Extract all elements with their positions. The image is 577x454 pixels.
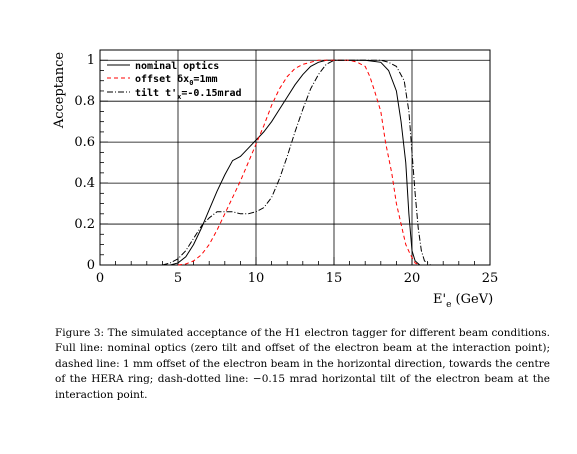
x-axis-label-main: E' <box>433 292 446 307</box>
legend: nominal optics offset δx0=1mm tilt t'x=-… <box>107 60 242 101</box>
acceptance-chart: 0 5 10 15 20 25 0 0.2 0.4 0.6 0.8 1 Acceptance E'e… <box>52 49 498 310</box>
x-tick-label: 20 <box>404 271 421 286</box>
legend-label-tilt: tilt t'x=-0.15mrad <box>135 87 242 101</box>
x-tick-label: 25 <box>482 271 499 286</box>
figure-caption: Figure 3: The simulated acceptance of th… <box>55 327 550 401</box>
x-tick-label: 15 <box>326 271 343 286</box>
x-tick-label: 5 <box>174 271 182 286</box>
x-axis-label-unit: (GeV) <box>451 292 493 307</box>
series-layer <box>162 59 431 266</box>
y-tick-labels: 0 0.2 0.4 0.6 0.8 1 <box>74 53 95 273</box>
y-axis-label: Acceptance <box>52 52 67 130</box>
series-line-1 <box>177 59 421 266</box>
x-axis-label-sub: e <box>446 300 451 310</box>
grid-lines <box>100 50 490 265</box>
y-tick-label: 0.4 <box>74 176 95 191</box>
legend-label-offset: offset δx0=1mm <box>135 74 218 87</box>
y-tick-label: 0.2 <box>74 217 95 232</box>
plot-frame <box>99 49 491 266</box>
y-tick-label: 0.6 <box>74 135 95 150</box>
y-tick-label: 0 <box>87 258 95 273</box>
series-line-2 <box>162 59 431 266</box>
minor-ticks <box>99 59 491 266</box>
x-axis-label: E'e (GeV) <box>433 292 493 310</box>
x-tick-labels: 0 5 10 15 20 25 <box>96 271 498 286</box>
series-line-0 <box>170 59 421 266</box>
y-tick-label: 1 <box>87 53 95 68</box>
y-tick-label: 0.8 <box>74 94 95 109</box>
x-tick-label: 0 <box>96 271 104 286</box>
legend-label-nominal: nominal optics <box>135 60 219 72</box>
x-tick-label: 10 <box>248 271 265 286</box>
